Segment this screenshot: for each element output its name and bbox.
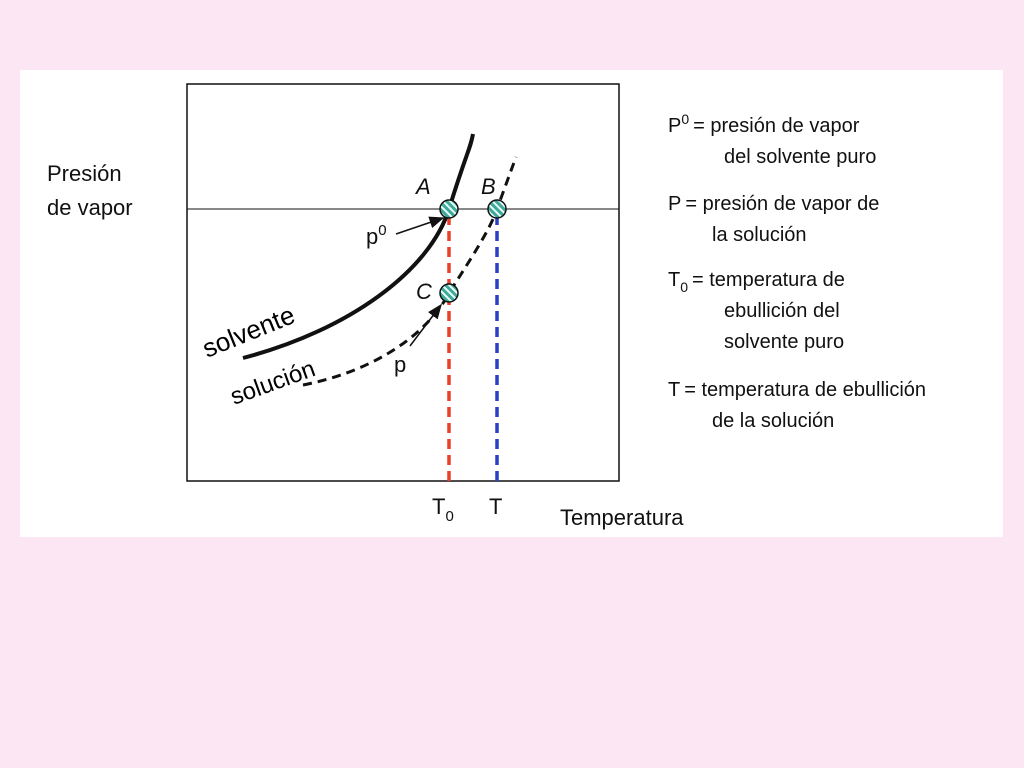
legend-text: ebullición del	[724, 300, 840, 322]
legend-text: = temperatura de ebullición	[684, 379, 926, 401]
legend-entry: T = temperatura de ebullición	[668, 379, 926, 401]
point-label: A	[414, 174, 431, 199]
legend-entry: P0 = presión de vapor	[668, 111, 860, 137]
legend-entry: T0 = temperatura de	[668, 269, 845, 295]
symbol: T	[668, 379, 680, 401]
subscript: 0	[445, 508, 453, 525]
plot-frame	[186, 83, 620, 482]
superscript: 0	[681, 111, 689, 127]
arrow-p	[409, 303, 442, 347]
symbol: P	[668, 193, 681, 215]
symbol: T	[432, 494, 445, 519]
legend-text: solvente puro	[724, 331, 844, 353]
point-label: B	[481, 174, 496, 199]
solvent-curve	[242, 133, 475, 360]
point-label: C	[416, 279, 432, 304]
arrow-p0	[395, 216, 445, 235]
symbol: T	[668, 269, 680, 291]
point-c	[439, 283, 459, 303]
legend-text: = temperatura de	[692, 269, 845, 291]
point-a	[439, 199, 459, 219]
legend-text: = presión de vapor de	[685, 193, 879, 215]
symbol: P	[668, 115, 681, 137]
legend-text: la solución	[712, 224, 807, 246]
x-axis-label: Temperatura	[560, 505, 684, 530]
legend-text: del solvente puro	[724, 146, 876, 168]
superscript: 0	[378, 222, 386, 239]
symbol: p	[366, 224, 378, 249]
temperature-label: T	[489, 494, 502, 519]
y-axis-label: Presión	[47, 161, 122, 186]
pressure-label: p0	[366, 222, 387, 249]
legend-text: de la solución	[712, 410, 834, 432]
subscript: 0	[680, 279, 688, 295]
legend-text: = presión de vapor	[693, 115, 860, 137]
legend-entry: P = presión de vapor de	[668, 193, 879, 215]
pressure-label: p	[394, 352, 406, 377]
panel	[20, 70, 1003, 537]
point-b	[487, 199, 507, 219]
temperature-label: T0	[432, 494, 454, 525]
y-axis-label: de vapor	[47, 195, 133, 220]
